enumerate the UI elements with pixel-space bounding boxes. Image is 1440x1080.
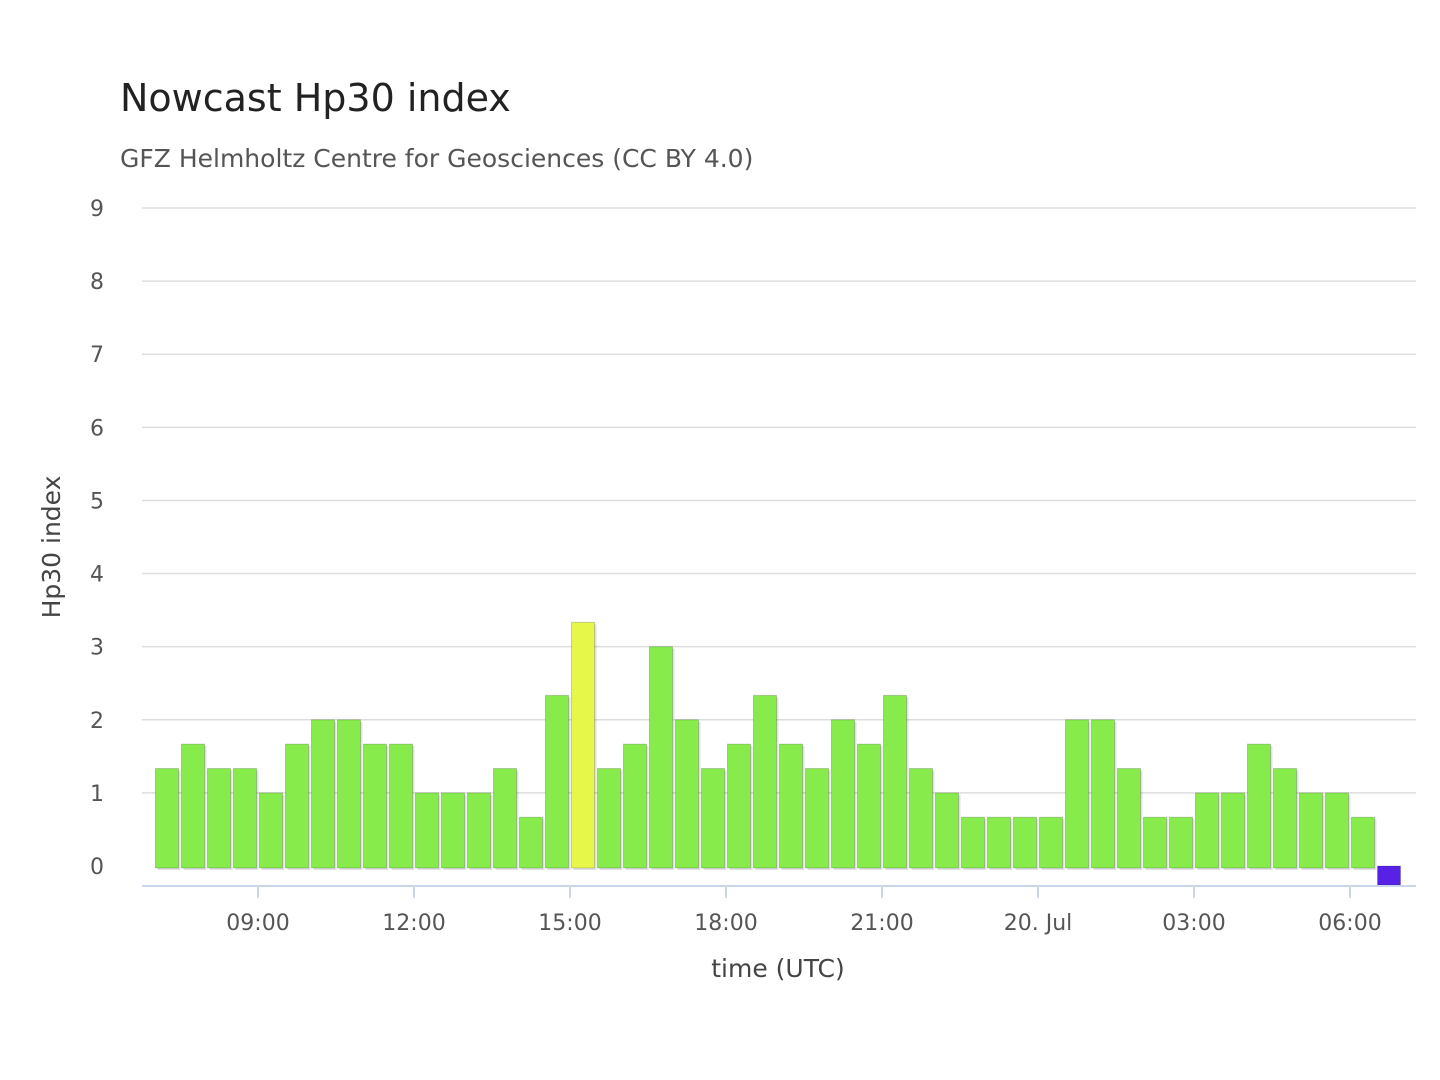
x-tick-label: 03:00	[1162, 911, 1225, 936]
bar[interactable]	[233, 768, 257, 869]
bar[interactable]	[1273, 768, 1297, 869]
bar[interactable]	[779, 743, 803, 869]
y-tick-label: 9	[90, 197, 104, 222]
bar[interactable]	[597, 768, 621, 869]
bar[interactable]	[571, 621, 595, 869]
x-axis: 09:00 12:00 15:00 18:00 21:00 20. Jul 03:00 06:…	[142, 885, 1416, 936]
bar[interactable]	[961, 816, 985, 869]
bar[interactable]	[623, 743, 647, 869]
bar[interactable]	[1091, 719, 1115, 869]
y-tick-label: 5	[90, 489, 104, 514]
bar[interactable]	[701, 768, 725, 869]
bar[interactable]	[207, 768, 231, 869]
bar[interactable]	[519, 816, 543, 869]
bar[interactable]	[909, 768, 933, 869]
bar[interactable]	[805, 768, 829, 869]
bar[interactable]	[493, 768, 517, 869]
x-axis-title: time (UTC)	[711, 954, 845, 983]
bar[interactable]	[1117, 768, 1141, 869]
bar[interactable]	[935, 792, 959, 869]
x-tick-label: 09:00	[226, 911, 289, 936]
bar[interactable]	[155, 768, 179, 869]
bar[interactable]	[1065, 719, 1089, 869]
bar[interactable]	[649, 646, 673, 869]
bar[interactable]	[181, 743, 205, 869]
bar[interactable]	[1169, 816, 1193, 869]
bar[interactable]	[987, 816, 1011, 869]
bar[interactable]	[727, 743, 751, 869]
y-tick-label: 1	[90, 782, 104, 807]
bar[interactable]	[545, 694, 569, 869]
x-tick-label: 18:00	[694, 911, 757, 936]
bar[interactable]	[1377, 865, 1401, 886]
x-tick-label: 06:00	[1318, 911, 1381, 936]
bar[interactable]	[1039, 816, 1063, 869]
y-tick-label: 7	[90, 343, 104, 368]
gridlines	[142, 207, 1416, 794]
bar[interactable]	[285, 743, 309, 869]
bar[interactable]	[337, 719, 361, 869]
x-tick-label: 20. Jul	[1004, 911, 1073, 936]
bar[interactable]	[831, 719, 855, 869]
bar[interactable]	[1143, 816, 1167, 869]
bar[interactable]	[1325, 792, 1349, 869]
bar[interactable]	[363, 743, 387, 869]
bar[interactable]	[1013, 816, 1037, 869]
x-tick-label: 21:00	[850, 911, 913, 936]
bar[interactable]	[415, 792, 439, 869]
bar[interactable]	[259, 792, 283, 869]
y-tick-label: 0	[90, 855, 104, 880]
bar[interactable]	[883, 694, 907, 869]
x-tick-label: 15:00	[538, 911, 601, 936]
bar[interactable]	[389, 743, 413, 869]
chart-subtitle: GFZ Helmholtz Centre for Geosciences (CC…	[120, 144, 754, 173]
bar[interactable]	[1221, 792, 1245, 869]
y-tick-label: 8	[90, 270, 104, 295]
chart-title: Nowcast Hp30 index	[120, 76, 511, 120]
y-tick-label: 6	[90, 416, 104, 441]
y-axis-title: Hp30 index	[37, 476, 66, 619]
bar[interactable]	[1351, 816, 1375, 869]
y-tick-label: 2	[90, 709, 104, 734]
bar[interactable]	[753, 694, 777, 869]
x-tick-label: 12:00	[382, 911, 445, 936]
bar[interactable]	[675, 719, 699, 869]
bar[interactable]	[311, 719, 335, 869]
bar[interactable]	[467, 792, 491, 869]
bar[interactable]	[1195, 792, 1219, 869]
y-axis-ticks: 0 1 2 3 4 5 6 7 8 9	[90, 197, 104, 880]
bars	[155, 621, 1401, 886]
bar[interactable]	[441, 792, 465, 869]
bar[interactable]	[1299, 792, 1323, 869]
bar[interactable]	[1247, 743, 1271, 869]
y-tick-label: 3	[90, 636, 104, 661]
y-tick-label: 4	[90, 563, 104, 588]
bar[interactable]	[857, 743, 881, 869]
